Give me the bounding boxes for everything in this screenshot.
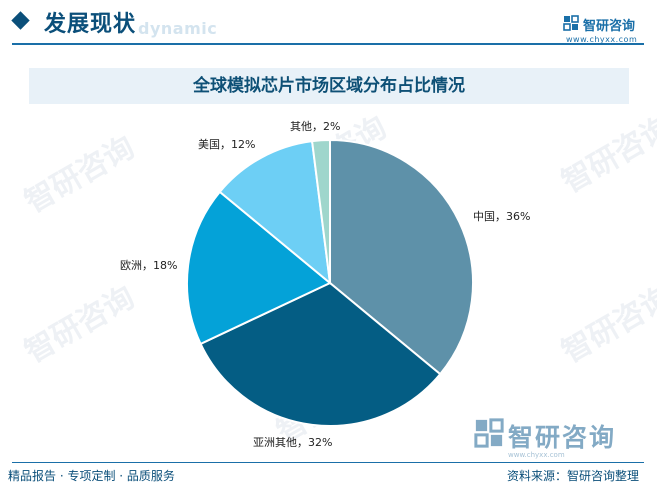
pie-label-0: 中国，36%	[473, 210, 531, 223]
brand-logo-icon	[563, 15, 579, 31]
pie-label-1: 亚洲其他，32%	[253, 436, 333, 449]
pie-label-2: 欧洲，18%	[120, 259, 178, 272]
bottom-logo-icon	[474, 418, 504, 448]
pie-slice-2	[186, 190, 332, 346]
section-title: 发展现状	[44, 12, 137, 37]
footer-divider	[12, 462, 644, 463]
footer-source: 资料来源：智研咨询整理	[507, 469, 640, 483]
pie-label-4: 其他，2%	[290, 120, 341, 133]
brand-name: 智研咨询	[583, 19, 636, 34]
pie-label-3: 美国，12%	[198, 138, 256, 151]
bottom-brand-name: 智研咨询	[508, 423, 617, 452]
chart-title-band: 全球模拟芯片市场区域分布占比情况	[29, 68, 629, 104]
brand-url: www.chyxx.com	[566, 35, 638, 44]
bottom-brand-url: www.chyxx.com	[508, 451, 565, 459]
header-divider	[12, 43, 644, 45]
pie-slice-0	[329, 138, 474, 376]
section-ghost-text: dynamic	[138, 19, 218, 38]
pie-slice-1	[199, 281, 442, 427]
footer: 精品报告 · 专项定制 · 品质服务 资料来源：智研咨询整理	[0, 462, 657, 484]
pie-slice-3	[218, 140, 332, 286]
chart-title: 全球模拟芯片市场区域分布占比情况	[193, 76, 465, 96]
brand: 智研咨询	[563, 14, 655, 34]
pie-slice-4	[310, 138, 331, 284]
footer-tagline: 精品报告 · 专项定制 · 品质服务	[8, 469, 175, 483]
